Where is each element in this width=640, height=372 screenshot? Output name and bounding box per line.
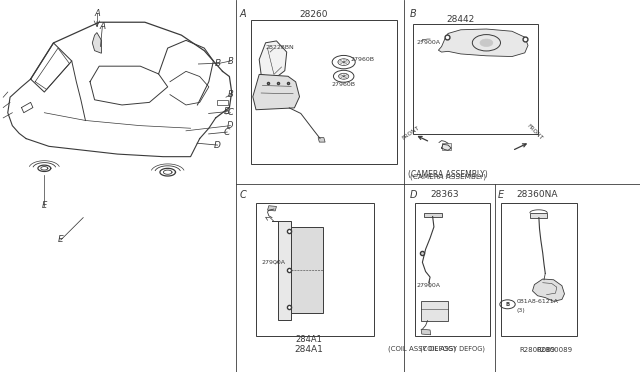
Polygon shape [253,74,300,110]
Text: (CAMERA ASSEMBLY): (CAMERA ASSEMBLY) [410,173,486,180]
Text: D: D [410,190,417,200]
Text: C: C [224,128,230,137]
Text: (3): (3) [516,308,525,314]
Polygon shape [424,213,442,217]
Text: D: D [214,141,221,150]
Bar [256,203,374,336]
Polygon shape [530,213,547,218]
Text: R2800089: R2800089 [537,347,573,353]
Text: B: B [410,9,417,19]
Bar [218,100,228,105]
Text: B: B [214,59,221,68]
Text: B: B [228,90,233,99]
Text: B: B [224,107,230,116]
Text: (CAMERA ASSEMBLY): (CAMERA ASSEMBLY) [408,170,488,179]
Text: (COIL ASSY DEFOG): (COIL ASSY DEFOG) [420,345,485,352]
Text: 27900A: 27900A [261,260,285,265]
Text: 284A1: 284A1 [294,345,324,354]
Polygon shape [92,33,102,53]
Polygon shape [438,29,528,57]
Text: 081A8-6121A: 081A8-6121A [516,299,558,304]
Polygon shape [442,143,451,150]
Polygon shape [318,138,325,142]
Text: 28228BN: 28228BN [266,45,294,50]
Text: A: A [94,9,100,18]
Text: R2800089: R2800089 [520,347,556,353]
Polygon shape [268,206,276,211]
Text: C: C [240,190,247,200]
Text: FRONT: FRONT [526,123,544,141]
Bar [415,203,490,336]
Text: E: E [498,190,504,200]
Text: 28360NA: 28360NA [517,190,558,199]
Text: 27960B: 27960B [351,57,375,62]
Text: B: B [228,57,233,65]
Text: C: C [227,108,234,117]
Bar [413,24,538,134]
Text: E: E [42,201,47,210]
Text: 27900A: 27900A [417,40,440,45]
Polygon shape [421,329,431,335]
Text: A: A [99,22,106,31]
Text: 27960B: 27960B [332,81,356,87]
Polygon shape [532,279,564,301]
Polygon shape [291,227,323,313]
Text: E: E [58,235,63,244]
Text: 28363: 28363 [431,190,459,199]
Text: 28442: 28442 [447,15,475,24]
Text: 27900A: 27900A [417,283,440,288]
Text: B: B [506,302,509,307]
Text: A: A [240,9,246,19]
Circle shape [480,39,493,46]
Bar [251,20,397,164]
Polygon shape [272,221,291,320]
Polygon shape [421,301,448,321]
Text: 284A1: 284A1 [296,335,323,344]
Polygon shape [259,41,287,78]
Text: 28260: 28260 [300,10,328,19]
Text: FRONT: FRONT [401,125,420,141]
Text: D: D [227,121,234,130]
Text: (COIL ASSY DEFOG): (COIL ASSY DEFOG) [388,345,456,352]
Bar [501,203,577,336]
